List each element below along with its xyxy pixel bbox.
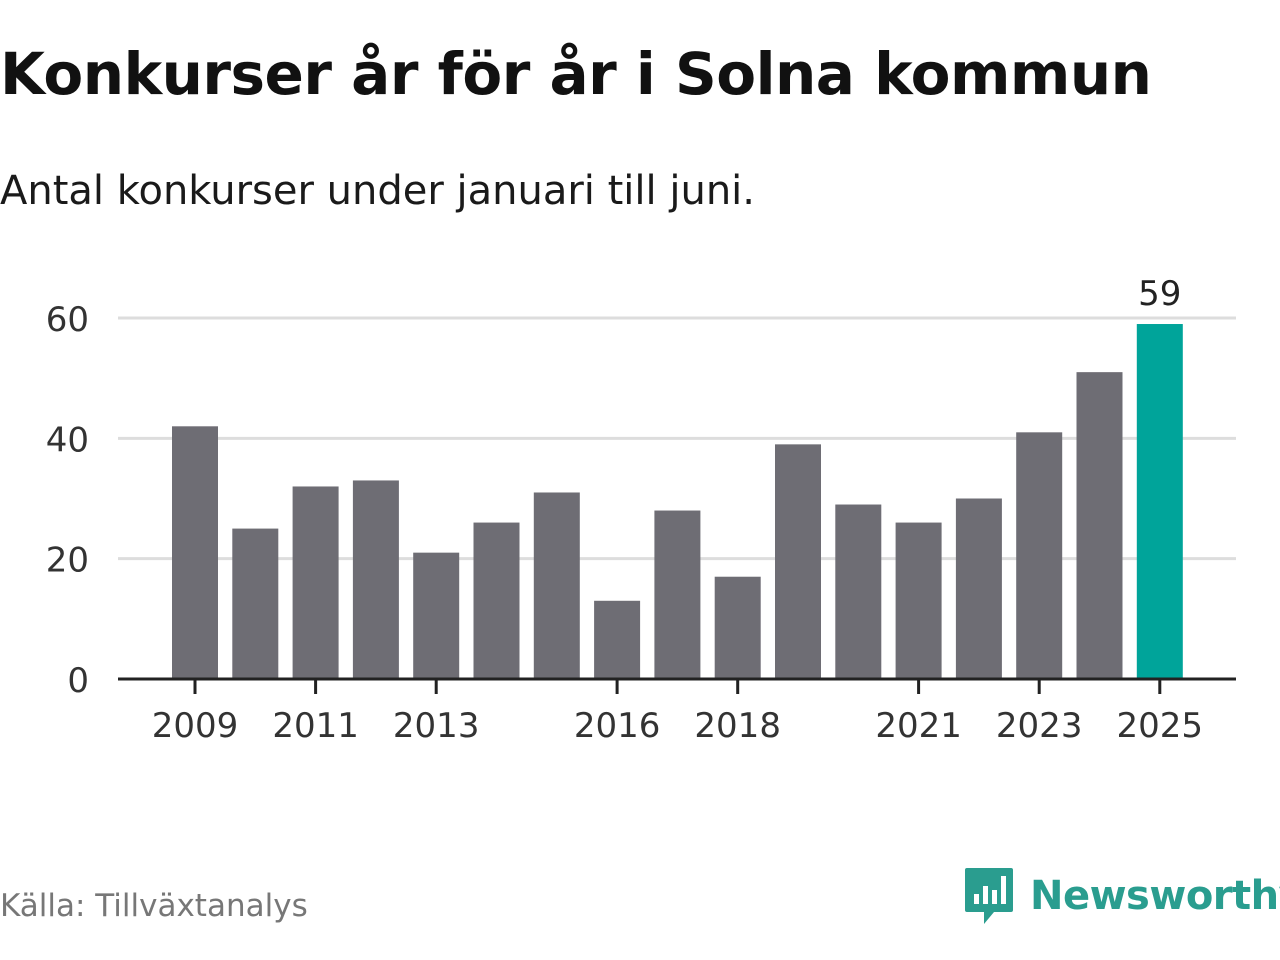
bars [172, 324, 1183, 679]
bar-2010 [232, 528, 279, 679]
bar-2017 [654, 510, 701, 679]
x-tick-label: 2023 [996, 706, 1083, 746]
data-label: 59 [1138, 274, 1181, 314]
y-tick-label: 60 [46, 300, 89, 340]
brand-logo: Newsworthy [964, 864, 1280, 928]
bar-2018 [714, 576, 761, 679]
chart-title: Konkurser år för år i Solna kommun [0, 40, 1152, 108]
x-tick-label: 2021 [875, 706, 962, 746]
chart-subtitle: Antal konkurser under januari till juni. [0, 168, 755, 214]
y-tick-label: 40 [46, 420, 89, 460]
bar-2023 [1016, 432, 1063, 679]
y-tick-label: 20 [46, 541, 89, 581]
y-tick-label: 0 [67, 661, 89, 701]
bar-2014 [473, 522, 520, 679]
x-axis [118, 677, 1236, 694]
bar-2015 [533, 492, 580, 679]
bar-2022 [955, 498, 1002, 679]
bar-2011 [292, 486, 339, 679]
x-tick-label: 2009 [152, 706, 239, 746]
x-tick-label: 2018 [694, 706, 781, 746]
bar-2024 [1076, 372, 1123, 679]
y-axis-tick-labels: 0 20 40 60 [46, 300, 89, 701]
newsworthy-chart-bubble-icon [965, 868, 1013, 924]
bar-2021 [895, 522, 942, 679]
bar-2013 [413, 552, 460, 679]
bar-2020 [835, 504, 882, 679]
x-axis-tick-labels: 2009 2011 2013 2016 2018 2021 2023 2025 [152, 706, 1203, 746]
bar-2009 [172, 426, 218, 679]
data-labels: 59 [1138, 274, 1181, 314]
brand-name: Newsworthy [1030, 873, 1280, 919]
bar-2016 [594, 600, 641, 679]
bar-2012 [352, 480, 399, 679]
x-tick-label: 2016 [574, 706, 661, 746]
source-note: Källa: Tillväxtanalys [0, 888, 308, 924]
x-tick-label: 2025 [1117, 706, 1204, 746]
x-tick-label: 2013 [393, 706, 480, 746]
x-tick-label: 2011 [272, 706, 359, 746]
bar-2019 [775, 444, 821, 679]
bar-2025 [1136, 324, 1183, 679]
